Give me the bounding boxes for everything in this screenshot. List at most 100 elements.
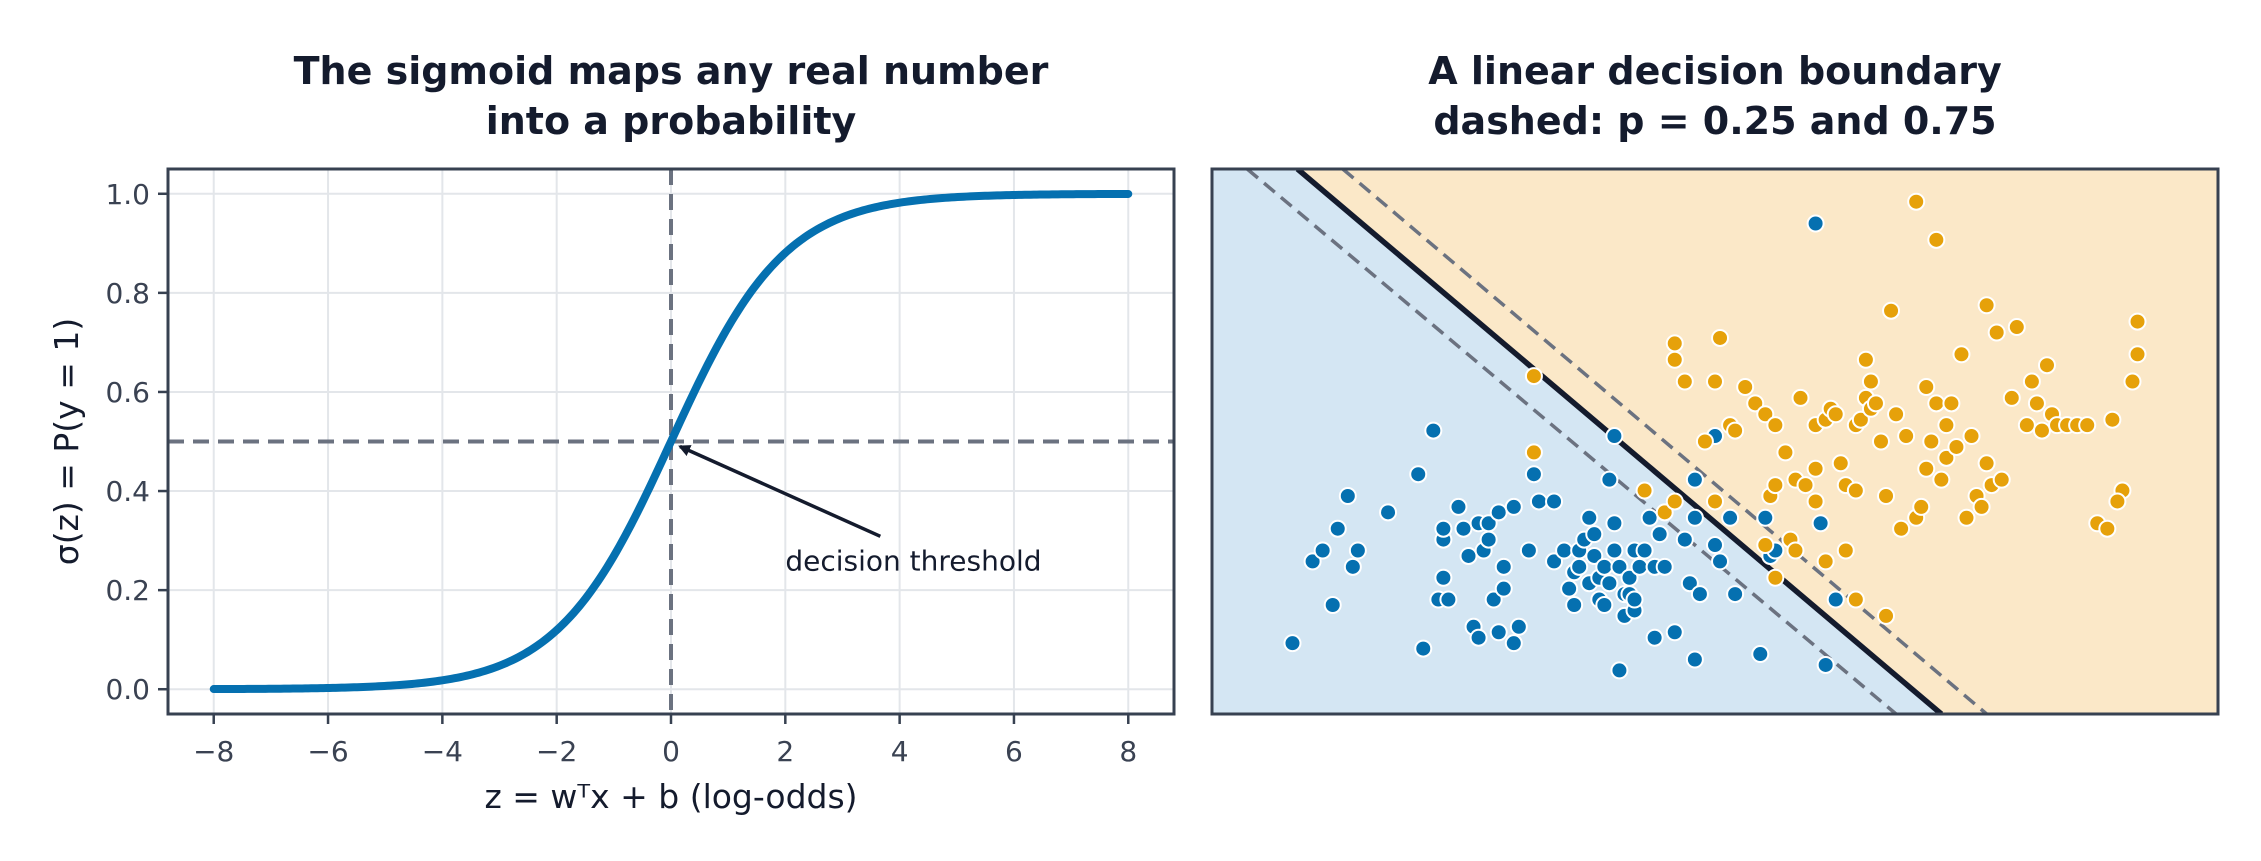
class0-point: [1595, 557, 1614, 576]
class1-point: [1791, 388, 1810, 407]
class0-point: [1816, 655, 1835, 674]
class0-point: [1414, 639, 1433, 658]
class0-point: [1685, 470, 1704, 489]
class0-point: [1529, 492, 1548, 511]
class1-point: [1766, 416, 1785, 435]
x-tick-label: −6: [307, 735, 348, 768]
class0-point: [1655, 557, 1674, 576]
class0-point: [1439, 590, 1458, 609]
right-title-line-1: A linear decision boundary: [1428, 49, 2002, 93]
class0-point: [1434, 519, 1453, 538]
probability-contour-line: [1341, 169, 1988, 714]
class0-point: [1545, 552, 1564, 571]
class1-point: [1866, 394, 1885, 413]
left-chart-title: The sigmoid maps any real number into a …: [168, 46, 1174, 146]
class1-points: [1524, 192, 2147, 625]
class0-point: [1379, 503, 1398, 522]
class1-point: [1826, 405, 1845, 424]
class1-point: [1836, 541, 1855, 560]
class1-point: [1806, 459, 1825, 478]
class1-point: [1766, 568, 1785, 587]
class1-point: [1927, 230, 1946, 249]
class0-point: [1585, 525, 1604, 544]
class1-point: [1756, 405, 1775, 424]
y-tick-label: 0.4: [105, 475, 150, 508]
class1-point: [1922, 432, 1941, 451]
class0-point: [1711, 552, 1730, 571]
class1-point: [1992, 470, 2011, 489]
class1-point: [1912, 497, 1931, 516]
class1-point: [1846, 481, 1865, 500]
class1-point: [2103, 410, 2122, 429]
right-axes-frame: [1210, 167, 2220, 716]
probability-contour-line: [1246, 169, 1898, 714]
class0-point: [1756, 508, 1775, 527]
class1-point: [1932, 470, 1951, 489]
class1-point: [1977, 296, 1996, 315]
class1-point: [1877, 487, 1896, 505]
class1-point: [1977, 454, 1996, 473]
class1-point: [1937, 416, 1956, 435]
class0-point: [1620, 568, 1639, 587]
class0-point: [1680, 574, 1699, 593]
class1-point: [1861, 372, 1880, 391]
class0-point: [1479, 530, 1498, 549]
class1-point: [1942, 394, 1961, 413]
class1-point: [1907, 192, 1926, 211]
class1-point: [2128, 345, 2147, 364]
right-chart-title: A linear decision boundary dashed: p = 0…: [1212, 46, 2218, 146]
class1-point: [1726, 421, 1745, 440]
class0-point: [1489, 623, 1508, 642]
left-title-line-1: The sigmoid maps any real number: [293, 49, 1049, 93]
class0-point: [1826, 590, 1845, 609]
sigmoid-curve: [209, 189, 1133, 694]
class1-point: [1892, 519, 1911, 538]
class0-point: [1484, 590, 1503, 609]
class1-point: [1665, 350, 1684, 369]
class1-point: [1831, 454, 1850, 473]
class0-point: [1690, 585, 1709, 604]
class1-point: [1897, 427, 1916, 446]
class1-point: [1962, 427, 1981, 446]
class0-point: [1504, 634, 1523, 653]
class1-point: [2078, 416, 2097, 435]
class1-point: [2098, 519, 2117, 538]
class1-point: [1524, 367, 1543, 386]
class0-point: [1343, 557, 1362, 576]
class0-point: [1348, 541, 1367, 560]
class0-point: [1570, 557, 1589, 576]
class0-point: [1449, 497, 1468, 516]
class1-point: [2128, 312, 2147, 331]
class1-point: [1695, 432, 1714, 451]
class1-point: [1856, 350, 1875, 369]
class0-point: [1585, 546, 1604, 565]
class1-point: [2007, 318, 2026, 337]
right-title-line-2: dashed: p = 0.25 and 0.75: [1433, 99, 1997, 143]
class1-point: [1927, 394, 1946, 413]
class1-point: [1887, 405, 1906, 424]
class0-point: [1509, 617, 1528, 636]
class0-point: [1323, 596, 1342, 614]
class0-point: [1721, 508, 1740, 527]
class1-point: [1806, 492, 1825, 511]
class1-point: [2002, 388, 2021, 407]
class1-point: [1635, 481, 1654, 500]
x-axis-label: z = wᵀx + b (log-odds): [484, 777, 857, 816]
class0-point: [1610, 557, 1629, 576]
class0-point: [1560, 579, 1579, 598]
class0-point: [1600, 470, 1619, 489]
class0-point: [1751, 645, 1770, 664]
class0-point: [1726, 585, 1745, 604]
class1-point: [1917, 459, 1936, 478]
class0-point: [1630, 557, 1649, 576]
class1-point: [1851, 410, 1870, 429]
class0-point: [1283, 634, 1302, 653]
class1-point: [1816, 552, 1835, 571]
class1-point: [2108, 492, 2127, 511]
class0-point: [1605, 541, 1624, 560]
class0-points: [1283, 214, 1845, 680]
class0-point: [1595, 596, 1614, 614]
class1-point: [1882, 301, 1901, 320]
class1-point: [1706, 372, 1724, 391]
